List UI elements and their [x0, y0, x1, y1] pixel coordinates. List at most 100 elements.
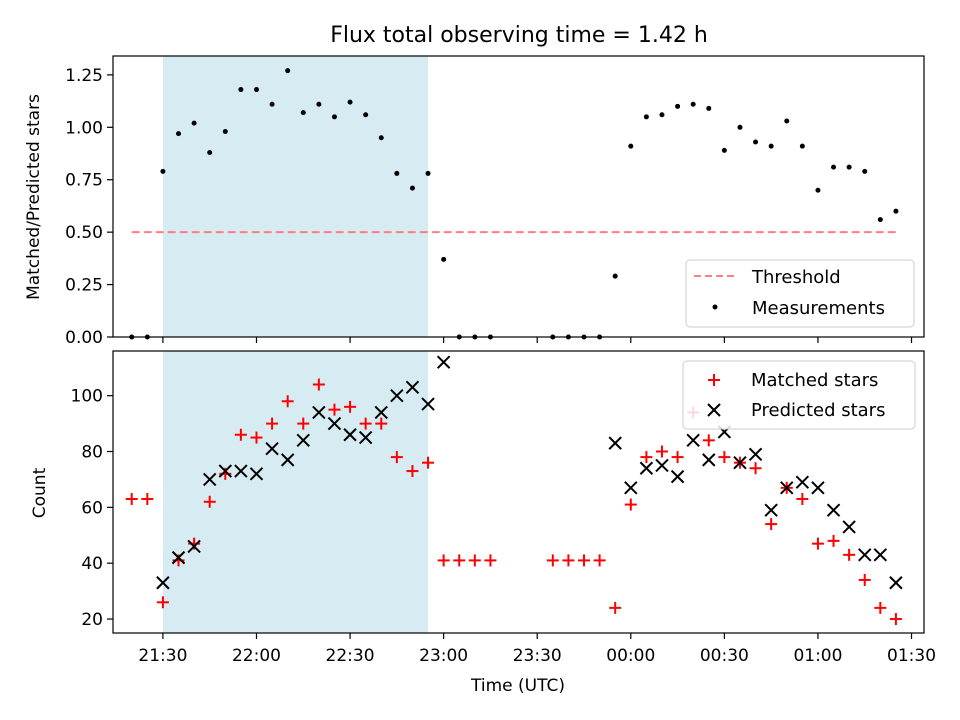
measurement-point [253, 87, 259, 93]
predicted-star-point [218, 464, 232, 478]
bottom-legend-box [682, 360, 916, 430]
bottom-panel: 20 40 60 80 100 21:30 22:00 22:30 23:00 23:30 00:… [30, 350, 936, 696]
measurement-point [643, 114, 649, 120]
bottom-plot-frame [112, 350, 925, 634]
predicted-star-point [826, 503, 841, 517]
predicted-star-point [858, 548, 872, 562]
top-plot-frame [112, 55, 925, 338]
measurement-point [753, 139, 759, 145]
matched-star-point [250, 431, 263, 444]
measurement-point [831, 164, 837, 170]
predicted-star-point [748, 447, 763, 462]
top-ytick-label: 0.25 [65, 276, 103, 296]
measurement-point [628, 143, 634, 149]
measurement-point [612, 273, 618, 279]
predicted-star-point [624, 481, 638, 495]
bottom-xtick-label: 23:30 [513, 646, 562, 666]
chart-title: Flux total observing time = 1.42 h [330, 23, 708, 48]
measurement-point [862, 168, 868, 174]
matched-star-point [655, 445, 668, 458]
matched-star-point [453, 554, 466, 567]
measurement-point [675, 103, 681, 109]
top-ytick-label: 1.00 [65, 118, 103, 138]
matched-star-point [375, 417, 388, 430]
predicted-star-point [873, 548, 888, 562]
matched-star-point [562, 554, 575, 567]
predicted-star-point [889, 576, 903, 590]
matched-star-point [578, 554, 591, 567]
predicted-star-point [343, 428, 357, 442]
measurement-point [238, 87, 244, 93]
bottom-ytick-label: 60 [81, 498, 103, 518]
matched-star-point [827, 534, 840, 547]
matched-star-point [858, 573, 871, 586]
predicted-star-point [187, 539, 201, 554]
matched-star-point [671, 451, 684, 464]
matched-star-point [843, 548, 856, 561]
predicted-star-point [655, 458, 669, 473]
matched-star-point [484, 554, 497, 567]
predicted-star-point [733, 455, 747, 470]
predicted-legend-swatch [707, 403, 721, 417]
matched-star-point [390, 451, 403, 464]
measurement-point [394, 170, 400, 176]
bottom-shaded-region [162, 351, 429, 633]
matched-star-point [609, 601, 622, 614]
matched-star-point [344, 400, 357, 413]
predicted-star-point [780, 481, 794, 495]
bottom-xtick-label: 22:30 [326, 646, 375, 666]
measurement-point [784, 118, 790, 124]
bottom-legend: Matched stars Predicted stars [682, 360, 916, 430]
bottom-xtick-label: 00:30 [700, 646, 749, 666]
matched-legend-swatch [708, 374, 720, 386]
matched-star-point [718, 451, 731, 464]
measurement-point [160, 168, 166, 174]
matched-star-point [203, 495, 216, 508]
measurement-point [222, 128, 228, 134]
predicted-star-point [156, 576, 170, 590]
matched-star-point [624, 498, 637, 511]
top-panel: 0.00 0.25 0.50 0.75 1.00 1.25 Matched/Predict… [24, 55, 925, 348]
top-ytick-label: 0.00 [65, 328, 103, 348]
matched-star-point [811, 537, 824, 550]
matched-star-point [141, 492, 154, 505]
measurement-point [347, 99, 353, 105]
matched-star-point [422, 456, 435, 469]
matched-star-point [156, 596, 169, 609]
predicted-star-point [842, 520, 856, 534]
top-ytick-label: 0.50 [65, 223, 103, 243]
bottom-y-axis-label: Count [30, 467, 50, 518]
predicted-star-point [202, 472, 217, 487]
bottom-ytick-label: 20 [81, 610, 103, 630]
predicted-star-point [405, 380, 420, 395]
measurement-point [815, 187, 821, 193]
predicted-star-point [436, 355, 451, 369]
matched-star-point [889, 613, 902, 626]
measurement-point [425, 170, 431, 176]
x-axis-label: Time (UTC) [470, 676, 565, 696]
measurement-point [659, 112, 665, 118]
bottom-xtick-label: 21:30 [138, 646, 187, 666]
matched-star-point [125, 492, 138, 505]
matched-star-point [640, 451, 653, 464]
measurement-point [285, 68, 291, 74]
measurement-point [378, 135, 384, 141]
matched-legend-label: Matched stars [751, 370, 878, 391]
predicted-star-point [811, 481, 825, 495]
top-y-axis-label: Matched/Predicted stars [24, 94, 44, 300]
predicted-star-point [249, 467, 264, 481]
bottom-xtick-label: 00:00 [606, 646, 655, 666]
predicted-star-point [390, 388, 404, 403]
measurement-point [799, 143, 805, 149]
predicted-star-point [639, 461, 654, 475]
predicted-star-point [764, 503, 778, 517]
matched-star-point [874, 601, 887, 614]
matched-star-point [749, 462, 762, 475]
measurement-point [690, 101, 696, 107]
measurement-point [721, 147, 727, 153]
matched-star-point [312, 378, 325, 391]
matched-star-point [266, 417, 279, 430]
matched-star-point [796, 492, 809, 505]
matched-star-point [468, 554, 481, 567]
